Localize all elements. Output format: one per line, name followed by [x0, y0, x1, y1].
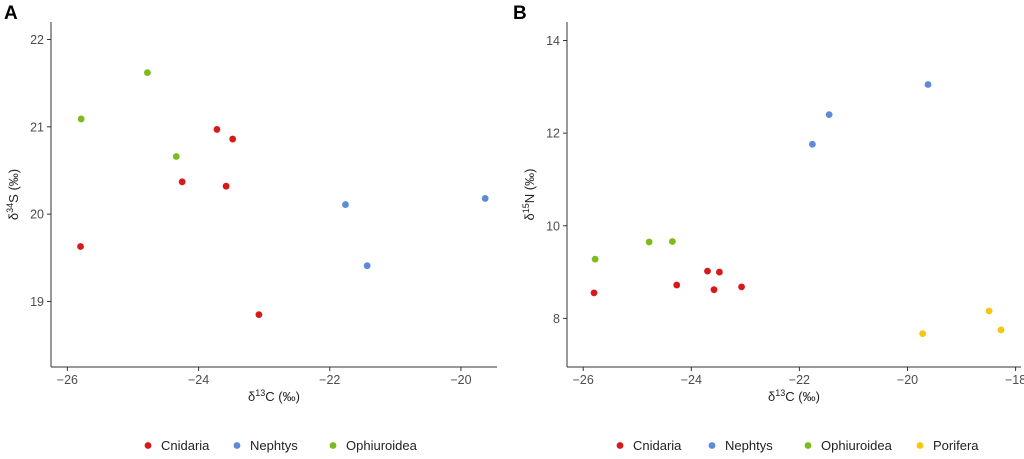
- point-ophiuroidea: [591, 255, 599, 263]
- point-cnidaria: [716, 268, 723, 276]
- point-ophiuroidea: [77, 115, 85, 123]
- point-porifera: [919, 330, 927, 338]
- panel-a: A −26 −24 −22 −20 19 20 21 22 δ13C (‰) δ34S (‰): [4, 3, 497, 404]
- point-nephtys: [924, 81, 932, 88]
- point-ophiuroidea: [645, 238, 653, 246]
- point-nephtys: [342, 201, 349, 208]
- point-cnidaria: [77, 243, 84, 250]
- panel-label: A: [4, 3, 18, 24]
- panel-label: B: [513, 3, 527, 24]
- point-cnidaria: [738, 283, 745, 291]
- point-nephtys: [808, 140, 816, 148]
- point-cnidaria: [673, 281, 681, 289]
- y-tick-label: 22: [30, 33, 44, 47]
- legend-panel-b: Cnidaria Nephtys Ophiuroidea Porifera: [616, 438, 979, 453]
- point-porifera: [985, 307, 993, 315]
- legend-label-ophiuroidea: Ophiuroidea: [346, 438, 418, 453]
- legend-label-cnidaria: Cnidaria: [633, 438, 682, 453]
- point-cnidaria: [213, 126, 221, 133]
- point-nephtys: [481, 195, 489, 202]
- point-ophiuroidea: [668, 238, 676, 245]
- y-tick-label: 8: [553, 312, 560, 326]
- legend-panel-a: Cnidaria Nephtys Ophiuroidea: [144, 438, 418, 453]
- point-cnidaria: [704, 267, 711, 275]
- point-porifera: [997, 326, 1005, 334]
- legend-label-cnidaria: Cnidaria: [161, 438, 210, 453]
- y-tick-label: 12: [546, 127, 560, 141]
- point-cnidaria: [178, 178, 186, 186]
- legend-key-cnidaria: [144, 442, 152, 449]
- x-tick-label: −20: [450, 373, 471, 387]
- y-tick-label: 14: [546, 34, 560, 48]
- y-tick-label: 21: [30, 120, 44, 134]
- y-axis-title: δ34S (‰): [5, 169, 21, 220]
- x-tick-label: −26: [57, 373, 78, 387]
- point-cnidaria: [229, 135, 237, 143]
- y-tick-label: 20: [30, 208, 44, 222]
- point-cnidaria: [255, 311, 263, 318]
- x-axis-title: δ13C (‰): [768, 388, 820, 404]
- y-axis-title: δ15N (‰): [521, 169, 537, 221]
- point-cnidaria: [222, 182, 230, 190]
- x-tick-label: −24: [681, 373, 702, 387]
- x-axis-title: δ13C (‰): [248, 388, 300, 404]
- point-nephtys: [363, 262, 371, 270]
- x-tick-label: −22: [789, 373, 810, 387]
- y-tick-label: 19: [30, 295, 44, 309]
- point-cnidaria: [710, 286, 718, 294]
- y-tick-label: 10: [546, 219, 560, 233]
- x-tick-label: −24: [188, 373, 209, 387]
- legend-key-nephtys: [708, 442, 716, 449]
- point-cnidaria: [590, 289, 598, 297]
- legend-key-porifera: [916, 442, 924, 449]
- x-tick-label: −26: [573, 373, 594, 387]
- legend-label-nephtys: Nephtys: [725, 438, 773, 453]
- point-ophiuroidea: [172, 153, 180, 160]
- point-ophiuroidea: [144, 69, 151, 77]
- legend-label-nephtys: Nephtys: [250, 438, 298, 453]
- x-tick-label: −20: [897, 373, 918, 387]
- legend-key-cnidaria: [616, 442, 624, 449]
- legend-label-porifera: Porifera: [933, 438, 979, 453]
- legend-key-ophiuroidea: [804, 442, 812, 449]
- x-tick-label: −18: [1005, 373, 1024, 387]
- panel-b: B −26 −24 −22 −20 −18 8 10 12 14 δ13C (‰) δ15N (‰): [513, 3, 1024, 404]
- legend-key-ophiuroidea: [329, 442, 337, 449]
- legend-key-nephtys: [233, 442, 241, 449]
- x-tick-label: −22: [319, 373, 340, 387]
- point-nephtys: [825, 111, 833, 119]
- legend-label-ophiuroidea: Ophiuroidea: [821, 438, 893, 453]
